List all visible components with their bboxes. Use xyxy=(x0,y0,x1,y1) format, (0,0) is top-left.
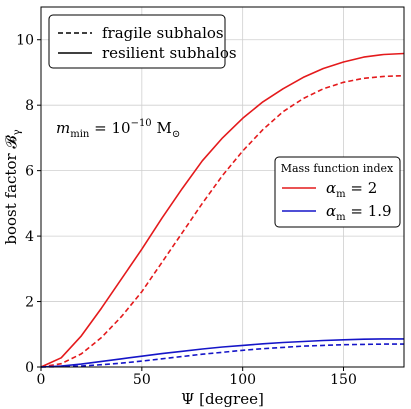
legend-label: αm = 1.9 xyxy=(326,202,392,223)
legend-alpha-sub: m xyxy=(336,189,346,200)
legend-line-style: fragile subhalos resilient subhalos xyxy=(48,14,237,69)
y-axis-label: boost factor 𝓑γ xyxy=(2,129,23,244)
annotation-exponent: −10 xyxy=(131,118,152,129)
legend-alpha: α xyxy=(326,179,336,197)
annotation-m: m xyxy=(56,119,70,137)
y-tick-label: 2 xyxy=(25,295,34,311)
legend-alpha-value: = 1.9 xyxy=(346,202,392,220)
series-line-resilient-alpha-2 xyxy=(40,52,405,368)
legend-label: fragile subhalos xyxy=(102,24,224,42)
y-tick-label: 10 xyxy=(16,33,34,49)
legend-alpha: α xyxy=(326,202,336,220)
x-tick-label: 150 xyxy=(330,372,357,388)
axes-frame xyxy=(40,6,405,368)
annotation-equals-ten: = 10 xyxy=(89,119,130,137)
annotation-sub-min: min xyxy=(70,129,90,140)
y-axis-label-main: boost factor 𝓑 xyxy=(2,135,20,245)
annotation-unit-sub: ⊙ xyxy=(172,129,180,140)
series-line-fragile-alpha-2 xyxy=(40,74,405,368)
legend-box xyxy=(48,14,226,69)
y-tick-label: 4 xyxy=(25,229,34,245)
legend-label: resilient subhalos xyxy=(102,44,237,62)
x-tick-label: 50 xyxy=(133,372,151,388)
legend-title: Mass function index xyxy=(281,162,394,175)
legend-alpha-value: = 2 xyxy=(346,179,378,197)
x-tick-label: 100 xyxy=(229,372,256,388)
series-line-fragile-alpha-1-9 xyxy=(40,343,404,368)
y-tick-label: 6 xyxy=(25,164,34,180)
legend-alpha-sub: m xyxy=(336,212,346,223)
series-line-resilient-alpha-1-9 xyxy=(40,338,404,368)
annotation-unit: M xyxy=(152,119,172,137)
legend-label: αm = 2 xyxy=(326,179,377,200)
legend-box xyxy=(274,156,401,228)
annotation-mmin: mmin = 10−10 M⊙ xyxy=(56,118,180,140)
y-tick-label: 0 xyxy=(25,360,34,376)
y-axis-label-sub: γ xyxy=(12,129,23,135)
x-tick-label: 0 xyxy=(37,372,46,388)
x-axis-label: Ψ [degree] xyxy=(181,390,264,408)
y-tick-label: 8 xyxy=(25,98,34,114)
